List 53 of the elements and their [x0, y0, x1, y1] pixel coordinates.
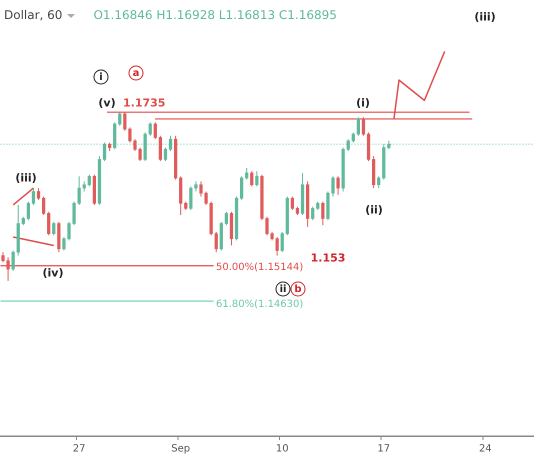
candlestick — [265, 216, 269, 236]
candlestick — [133, 138, 137, 152]
annotation: 1.153 — [310, 251, 346, 264]
candlestick — [123, 112, 126, 132]
candlestick — [276, 236, 279, 256]
candlestick — [6, 256, 10, 282]
candlestick — [72, 201, 76, 226]
candlestick — [138, 147, 142, 162]
candlestick — [128, 126, 132, 144]
text: (i) — [356, 96, 370, 110]
candlestick — [224, 211, 228, 226]
text: ii — [280, 284, 286, 296]
candlestick — [245, 167, 248, 180]
candlestick — [356, 116, 360, 136]
text: 61.80%(1.14630) — [216, 299, 304, 310]
x-tick-label: 24 — [478, 444, 492, 455]
candlestick — [67, 221, 71, 241]
candlestick — [250, 170, 254, 187]
text: (iii) — [474, 10, 496, 24]
candlestick — [194, 180, 198, 192]
candlestick — [26, 201, 30, 221]
candlestick — [52, 221, 56, 236]
x-tick-label: 17 — [377, 444, 390, 455]
candlestick — [255, 170, 258, 187]
candlestick — [362, 116, 366, 136]
annotation: 50.00%(1.15144) — [216, 262, 304, 274]
annotation: (iv) — [42, 266, 64, 280]
candlestick — [36, 188, 40, 200]
candlestick — [102, 142, 106, 162]
candlestick — [42, 196, 46, 216]
candlestick — [240, 176, 244, 200]
candlestick — [47, 211, 50, 236]
text: a — [132, 68, 140, 80]
candlestick — [321, 201, 324, 226]
candlestick — [189, 186, 192, 211]
text: 1.1735 — [123, 96, 166, 110]
text: b — [294, 284, 302, 296]
text: i — [99, 72, 103, 84]
x-tick-label: 27 — [72, 444, 86, 455]
candlestick — [154, 122, 157, 140]
annotation: (iii) — [15, 171, 37, 184]
annotation: (ii) — [365, 203, 383, 216]
candlestick — [164, 147, 168, 162]
chart-title: Dollar, 60 — [4, 8, 62, 22]
candlestick — [336, 176, 340, 196]
candlestick — [32, 188, 36, 206]
x-tick-label: 10 — [276, 444, 289, 455]
x-tick-label: Sep — [171, 444, 190, 455]
chart-subtitle: O1.16846 H1.16928 L1.16813 C1.16895 — [93, 8, 337, 22]
text: (v) — [98, 96, 116, 110]
candlestick — [331, 176, 335, 198]
candlestick — [158, 135, 162, 162]
candlestick — [199, 180, 203, 198]
